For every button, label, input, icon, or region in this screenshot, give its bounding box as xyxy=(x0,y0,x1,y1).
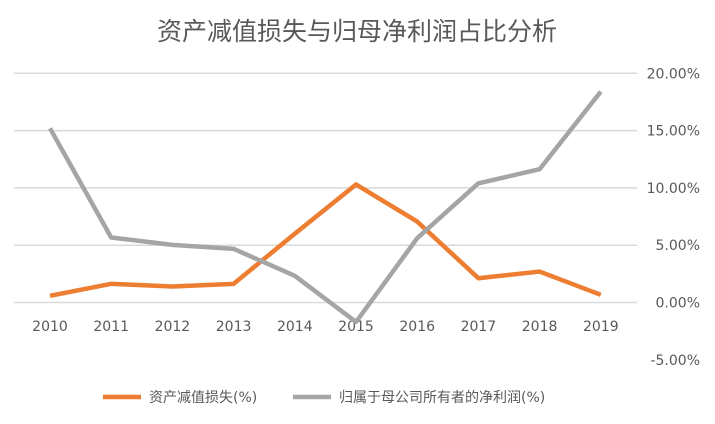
legend-label: 归属于母公司所有者的净利润(%) xyxy=(339,389,545,406)
chart-title: 资产减值损失与归母净利润占比分析 xyxy=(157,17,557,46)
series-line-0 xyxy=(49,182,602,299)
x-tick-label: 2012 xyxy=(155,319,191,335)
x-tick-label: 2013 xyxy=(216,319,252,335)
y-tick-label: 5.00% xyxy=(656,238,700,254)
y-tick-label: 20.00% xyxy=(647,66,700,82)
x-tick-label: 2015 xyxy=(338,319,374,335)
x-tick-label: 2018 xyxy=(522,319,558,335)
x-tick-label: 2010 xyxy=(32,319,68,335)
y-tick-label: 10.00% xyxy=(647,181,700,197)
series-line-1 xyxy=(48,90,603,325)
x-tick-label: 2017 xyxy=(461,319,497,335)
y-tick-label: -5.00% xyxy=(650,353,700,369)
legend-label: 资产减值损失(%) xyxy=(149,390,257,406)
y-tick-label: 0.00% xyxy=(656,296,700,312)
x-tick-label: 2019 xyxy=(583,319,619,335)
x-tick-label: 2016 xyxy=(399,319,435,335)
y-tick-label: 15.00% xyxy=(647,124,700,140)
x-tick-label: 2011 xyxy=(93,319,129,335)
x-tick-label: 2014 xyxy=(277,319,313,335)
